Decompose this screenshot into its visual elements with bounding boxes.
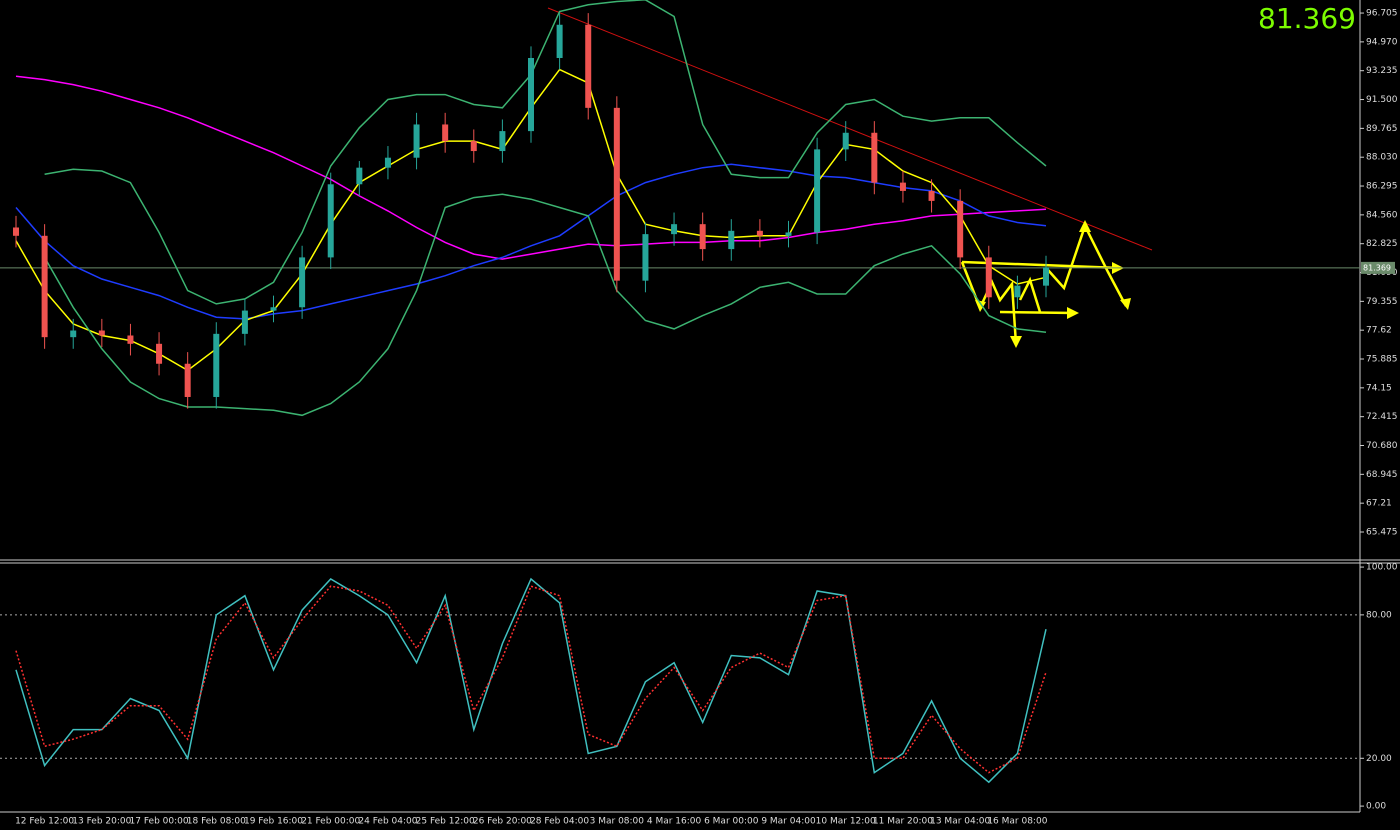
candle-body xyxy=(384,157,391,168)
y-tick-label: 89.765 xyxy=(1366,124,1398,134)
candle-body xyxy=(871,132,878,183)
candle-body xyxy=(642,234,649,281)
candle-body xyxy=(528,57,534,132)
candle-body xyxy=(613,107,620,281)
candle-body xyxy=(184,363,191,397)
y-tick-label: 72.415 xyxy=(1366,412,1398,422)
candle-body xyxy=(985,257,992,298)
x-tick-label: 17 Feb 00:00 xyxy=(130,817,189,827)
y-tick-label: 74.15 xyxy=(1366,383,1392,393)
indicator-line xyxy=(15,577,1047,784)
x-tick-label: 11 Mar 20:00 xyxy=(873,817,933,827)
y-tick-label: 68.945 xyxy=(1366,470,1398,480)
y-tick-label: 67.21 xyxy=(1366,499,1392,509)
candle-body xyxy=(470,141,477,152)
indicator-line xyxy=(44,0,1047,305)
y-tick-label: 91.500 xyxy=(1366,95,1398,105)
candle-body xyxy=(699,224,706,250)
y-tick-label: 20.00 xyxy=(1366,754,1392,764)
indicator-line xyxy=(15,75,1047,260)
y-tick-label: 100.00 xyxy=(1366,563,1398,573)
x-tick-label: 13 Feb 20:00 xyxy=(72,817,131,827)
candle-body xyxy=(671,224,678,235)
x-tick-label: 21 Feb 00:00 xyxy=(301,817,360,827)
candle-body xyxy=(499,131,506,152)
candle-body xyxy=(442,124,449,142)
indicator-line xyxy=(15,585,1047,774)
y-tick-label: 86.295 xyxy=(1366,182,1398,192)
candle-body xyxy=(413,124,420,158)
candle-body xyxy=(1043,267,1049,286)
candle-body xyxy=(127,335,134,344)
price-tag xyxy=(1361,261,1395,274)
candle-body xyxy=(928,190,935,201)
current-price: 81.369 xyxy=(1258,2,1356,35)
x-tick-label: 24 Feb 04:00 xyxy=(358,817,417,827)
y-tick-label: 75.885 xyxy=(1366,355,1398,365)
x-tick-label: 4 Mar 16:00 xyxy=(647,817,702,827)
candle-body xyxy=(585,24,592,108)
y-tick-label: 77.62 xyxy=(1366,326,1392,336)
y-tick-label: 93.235 xyxy=(1366,66,1398,76)
candle-body xyxy=(1014,285,1021,298)
x-tick-label: 9 Mar 04:00 xyxy=(761,817,816,827)
y-tick-label: 82.825 xyxy=(1366,239,1398,249)
trend-line xyxy=(547,7,1153,251)
x-tick-label: 28 Feb 04:00 xyxy=(530,817,589,827)
arrow xyxy=(999,310,1076,315)
candle-body xyxy=(98,330,105,336)
arrow-head xyxy=(1079,220,1091,232)
candle-body xyxy=(156,343,163,364)
candle-body xyxy=(213,333,220,397)
x-tick-label: 18 Feb 08:00 xyxy=(187,817,246,827)
indicator-line xyxy=(43,193,1047,417)
candle-body xyxy=(270,307,277,311)
candle-body xyxy=(785,232,792,236)
arrow-head xyxy=(1120,298,1131,310)
candle-body xyxy=(899,182,906,191)
y-tick-label: 65.475 xyxy=(1366,528,1398,538)
y-tick-label: 0.00 xyxy=(1366,802,1386,812)
candle-body xyxy=(756,230,763,236)
x-tick-label: 3 Mar 08:00 xyxy=(590,817,645,827)
candle-body xyxy=(241,310,248,334)
x-tick-label: 19 Feb 16:00 xyxy=(244,817,303,827)
candle-body xyxy=(814,149,821,233)
arrow-head xyxy=(975,300,986,312)
y-tick-label: 96.705 xyxy=(1366,9,1398,19)
y-tick-label: 88.030 xyxy=(1366,153,1398,163)
candle-body xyxy=(13,227,19,236)
y-tick-label: 84.560 xyxy=(1366,210,1398,220)
candle-body xyxy=(728,230,735,250)
candle-body xyxy=(299,257,306,308)
x-tick-label: 25 Feb 12:00 xyxy=(416,817,475,827)
x-tick-label: 6 Mar 00:00 xyxy=(704,817,759,827)
x-tick-label: 13 Mar 04:00 xyxy=(930,817,990,827)
candle-body xyxy=(556,24,563,58)
candle-body xyxy=(356,167,363,185)
candle-body xyxy=(327,184,334,258)
candle-body xyxy=(70,330,77,338)
x-tick-label: 16 Mar 08:00 xyxy=(987,817,1047,827)
arrow xyxy=(1018,276,1042,313)
y-tick-label: 79.355 xyxy=(1366,297,1398,307)
x-tick-label: 26 Feb 20:00 xyxy=(473,817,532,827)
arrow xyxy=(960,261,1018,345)
x-tick-label: 10 Mar 12:00 xyxy=(816,817,876,827)
y-tick-label: 80.00 xyxy=(1366,610,1392,620)
candle-body xyxy=(41,235,48,338)
candle-body xyxy=(957,200,964,258)
x-tick-label: 12 Feb 12:00 xyxy=(15,817,74,827)
arrow-head xyxy=(1010,336,1022,348)
price-tag-label: 81.369 xyxy=(1363,263,1391,272)
arrow-head xyxy=(1067,307,1079,319)
y-tick-label: 94.970 xyxy=(1366,37,1398,47)
arrow-heads xyxy=(975,220,1131,348)
y-tick-label: 70.680 xyxy=(1366,441,1398,451)
candle-body xyxy=(842,132,849,150)
